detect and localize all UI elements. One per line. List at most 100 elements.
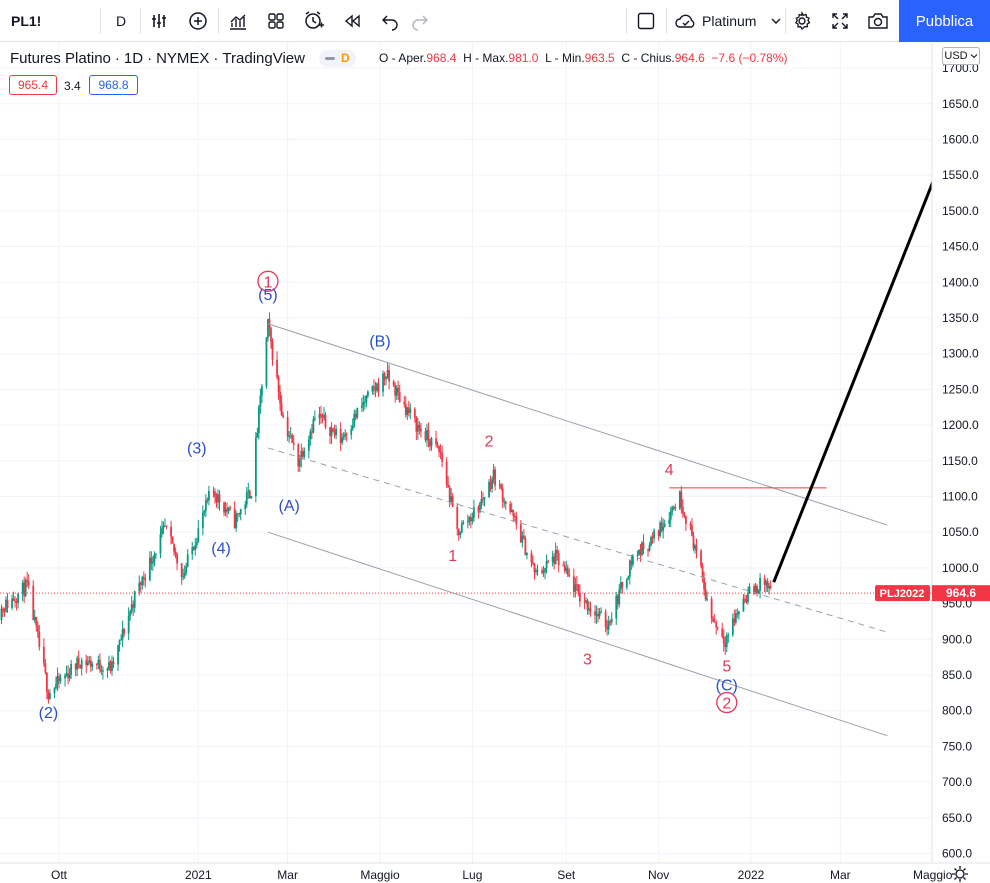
candle-body (68, 674, 71, 679)
candle-body (33, 616, 36, 621)
candle-body (597, 614, 599, 617)
candle-body (413, 409, 416, 418)
candle-body (627, 576, 630, 580)
camera-icon[interactable] (860, 0, 896, 42)
add-icon[interactable] (180, 0, 216, 42)
candle-body (121, 629, 124, 640)
candle-body (74, 663, 77, 670)
candle-body (223, 502, 225, 513)
candle-body (98, 659, 101, 670)
candle-body (27, 581, 30, 586)
candle-body (170, 526, 172, 537)
publish-label: Pubblica (915, 12, 974, 30)
candle-body (289, 435, 292, 437)
candle-body (292, 442, 295, 445)
candle-body (329, 427, 331, 437)
candle-body (445, 461, 448, 485)
candle-body (394, 385, 397, 396)
candle-body (5, 599, 7, 612)
candle-body (42, 646, 45, 664)
candle-body (604, 611, 607, 628)
buy-button[interactable]: 968.8 (89, 75, 138, 95)
collapse-icon (324, 56, 335, 60)
channel-middle-line (267, 447, 888, 633)
candle-body (466, 521, 469, 523)
candle-body (748, 586, 751, 594)
candle-body (606, 627, 609, 630)
candle-body (388, 370, 391, 382)
redo-icon[interactable] (402, 0, 438, 42)
candle-body (123, 629, 126, 634)
low-prefix: L - Min. (545, 51, 585, 65)
candle-body (636, 554, 639, 556)
time-axis[interactable] (0, 863, 990, 883)
layout-square-icon[interactable] (628, 0, 664, 42)
candle-body (722, 636, 725, 644)
candle-body (515, 516, 518, 525)
candle-body (398, 392, 401, 403)
candle-body (386, 370, 389, 379)
candle-body (575, 584, 578, 586)
indicators-icon[interactable] (142, 0, 178, 42)
symbol-legend: Futures Platino · 1D · NYMEX · TradingVi… (10, 47, 356, 69)
interval-button[interactable]: D (104, 0, 138, 42)
candle-body (669, 511, 672, 520)
axis-settings-icon[interactable] (952, 866, 968, 882)
data-status-badge[interactable]: D (318, 49, 356, 67)
candle-body (536, 570, 539, 572)
candle-body (716, 627, 719, 629)
price-tick-label: 700.0 (942, 775, 972, 789)
candle-body (734, 613, 737, 623)
wave-label: 3 (583, 651, 592, 668)
price-tick-label: 1000.0 (942, 561, 979, 575)
candle-body (737, 611, 740, 615)
candle-body (309, 431, 312, 440)
open-value: 968.4 (426, 51, 457, 65)
candle-body (757, 590, 760, 594)
layout-name-button[interactable]: Platinum (668, 0, 784, 42)
candle-body (594, 611, 596, 616)
divider (626, 8, 627, 34)
undo-icon[interactable] (372, 0, 408, 42)
currency-selector[interactable]: USD (942, 47, 980, 65)
candle-body (100, 669, 103, 672)
sell-button[interactable]: 965.4 (9, 75, 57, 95)
candle-body (138, 582, 141, 592)
publish-button[interactable]: Pubblica (899, 0, 990, 42)
change-value: −7.6 (−0.78%) (711, 51, 788, 65)
price-tick-label: 1100.0 (942, 490, 978, 504)
candle-body (314, 418, 316, 420)
candle-body (519, 524, 522, 543)
fullscreen-icon[interactable] (822, 0, 858, 42)
high-value: 981.0 (508, 51, 539, 65)
candle-body (76, 657, 79, 670)
candle-body (565, 567, 568, 571)
chart-type-icon[interactable] (220, 0, 256, 42)
candle-body (753, 586, 755, 594)
candle-body (532, 562, 534, 564)
candle-body (118, 639, 121, 646)
candle-body (353, 413, 356, 426)
candle-body (745, 599, 748, 603)
alert-icon[interactable] (296, 0, 332, 42)
candle-body (15, 601, 18, 603)
replay-icon[interactable] (334, 0, 370, 42)
symbol-search-button[interactable]: PL1! (0, 0, 100, 42)
candle-body (491, 479, 493, 489)
candle-body (120, 639, 122, 641)
candle-body (23, 582, 26, 597)
candle-body (279, 392, 281, 404)
price-axis[interactable] (932, 42, 990, 863)
gear-icon[interactable] (784, 0, 820, 42)
legend-exchange: NYMEX (156, 49, 210, 67)
templates-icon[interactable] (258, 0, 294, 42)
candle-body (139, 582, 142, 586)
candle-body (259, 395, 262, 408)
candle-body (245, 492, 248, 505)
candle-body (153, 554, 156, 563)
candle-body (162, 525, 165, 529)
candle-body (320, 414, 322, 417)
candle-body (229, 507, 232, 509)
legend-symbol-name[interactable]: Futures Platino (10, 49, 111, 67)
